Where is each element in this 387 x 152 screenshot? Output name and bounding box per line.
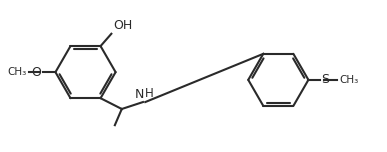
Text: H: H: [145, 87, 154, 100]
Text: CH₃: CH₃: [339, 75, 358, 85]
Text: N: N: [134, 88, 144, 101]
Text: S: S: [321, 73, 329, 86]
Text: OH: OH: [113, 19, 132, 32]
Text: CH₃: CH₃: [7, 67, 26, 77]
Text: O: O: [32, 66, 41, 79]
